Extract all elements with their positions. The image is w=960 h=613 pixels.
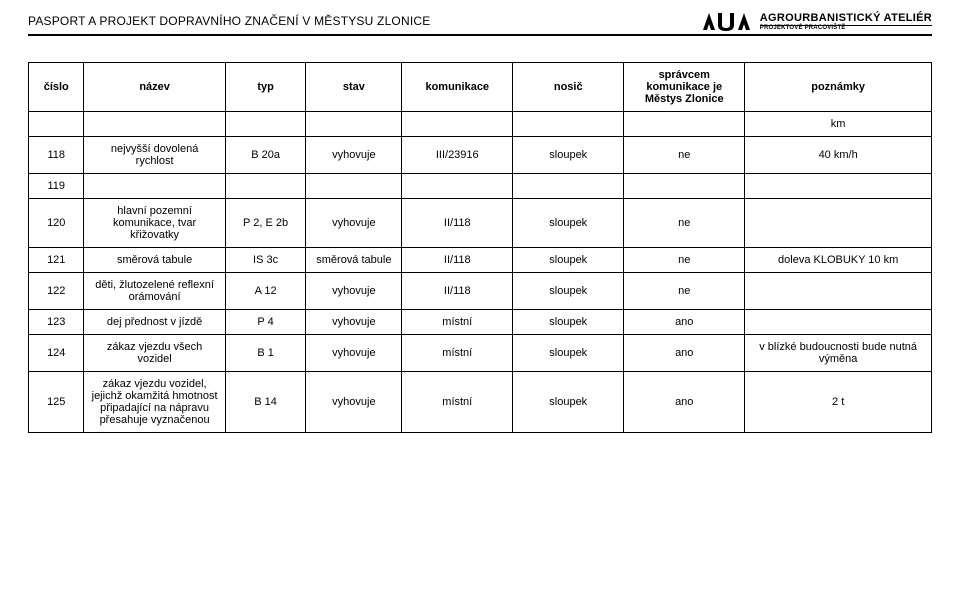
cell-pozn	[745, 174, 932, 199]
cell-cislo: 125	[29, 372, 84, 433]
col-poznamky: poznámky	[745, 63, 932, 112]
cell-cislo: 118	[29, 137, 84, 174]
cell-nosic: sloupek	[513, 310, 624, 335]
table-row: 118nejvyšší dovolená rychlostB 20avyhovu…	[29, 137, 932, 174]
cell-typ: B 14	[225, 372, 306, 433]
cell-nazev: hlavní pozemní komunikace, tvar křižovat…	[84, 199, 225, 248]
table-row: km	[29, 112, 932, 137]
col-cislo: číslo	[29, 63, 84, 112]
cell-komun: II/118	[402, 248, 513, 273]
cell-cislo: 122	[29, 273, 84, 310]
col-nazev: název	[84, 63, 225, 112]
cell-cislo: 121	[29, 248, 84, 273]
table-row: 122děti, žlutozelené reflexní orámováníA…	[29, 273, 932, 310]
cell-nosic: sloupek	[513, 372, 624, 433]
cell-stav	[306, 174, 402, 199]
cell-cislo: 123	[29, 310, 84, 335]
cell-pozn: 2 t	[745, 372, 932, 433]
cell-sprav: ano	[624, 372, 745, 433]
table-header-row: číslo název typ stav komunikace nosič sp…	[29, 63, 932, 112]
cell-sprav: ne	[624, 137, 745, 174]
brand-logo-icon	[700, 10, 754, 32]
cell-cislo	[29, 112, 84, 137]
brand-subtitle: PROJEKTOVÉ PRACOVIŠTĚ	[760, 25, 846, 31]
cell-nosic: sloupek	[513, 137, 624, 174]
cell-nosic	[513, 112, 624, 137]
cell-pozn	[745, 199, 932, 248]
cell-nazev: zákaz vjezdu všech vozidel	[84, 335, 225, 372]
cell-sprav: ano	[624, 335, 745, 372]
cell-pozn	[745, 310, 932, 335]
table-row: 119	[29, 174, 932, 199]
cell-nazev: směrová tabule	[84, 248, 225, 273]
cell-nosic: sloupek	[513, 248, 624, 273]
table-body: km118nejvyšší dovolená rychlostB 20avyho…	[29, 112, 932, 433]
brand-name: AGROURBANISTICKÝ ATELIÉR	[760, 12, 932, 26]
table-row: 123dej přednost v jízděP 4vyhovujemístní…	[29, 310, 932, 335]
cell-nosic: sloupek	[513, 199, 624, 248]
cell-sprav	[624, 174, 745, 199]
cell-pozn: km	[745, 112, 932, 137]
cell-nosic: sloupek	[513, 273, 624, 310]
cell-stav	[306, 112, 402, 137]
cell-stav: vyhovuje	[306, 372, 402, 433]
header-bar: PASPORT A PROJEKT DOPRAVNÍHO ZNAČENÍ V M…	[28, 10, 932, 36]
cell-sprav: ne	[624, 199, 745, 248]
cell-komun: II/118	[402, 273, 513, 310]
cell-stav: vyhovuje	[306, 273, 402, 310]
cell-stav: vyhovuje	[306, 310, 402, 335]
cell-cislo: 120	[29, 199, 84, 248]
cell-sprav: ano	[624, 310, 745, 335]
cell-komun	[402, 112, 513, 137]
cell-komun: místní	[402, 335, 513, 372]
cell-pozn: v blízké budoucnosti bude nutná výměna	[745, 335, 932, 372]
cell-cislo: 124	[29, 335, 84, 372]
cell-nazev: nejvyšší dovolená rychlost	[84, 137, 225, 174]
col-komunikace: komunikace	[402, 63, 513, 112]
cell-sprav	[624, 112, 745, 137]
cell-nazev: děti, žlutozelené reflexní orámování	[84, 273, 225, 310]
table-row: 120hlavní pozemní komunikace, tvar křižo…	[29, 199, 932, 248]
cell-stav: směrová tabule	[306, 248, 402, 273]
cell-pozn: 40 km/h	[745, 137, 932, 174]
document-title: PASPORT A PROJEKT DOPRAVNÍHO ZNAČENÍ V M…	[28, 14, 430, 32]
cell-nazev	[84, 174, 225, 199]
col-typ: typ	[225, 63, 306, 112]
table-row: 124zákaz vjezdu všech vozidelB 1vyhovuje…	[29, 335, 932, 372]
cell-pozn: doleva KLOBUKY 10 km	[745, 248, 932, 273]
cell-typ: IS 3c	[225, 248, 306, 273]
col-nosic: nosič	[513, 63, 624, 112]
cell-komun: II/118	[402, 199, 513, 248]
cell-typ: A 12	[225, 273, 306, 310]
cell-stav: vyhovuje	[306, 335, 402, 372]
cell-komun: místní	[402, 372, 513, 433]
col-stav: stav	[306, 63, 402, 112]
table-row: 125zákaz vjezdu vozidel, jejichž okamžit…	[29, 372, 932, 433]
cell-komun: III/23916	[402, 137, 513, 174]
cell-nazev	[84, 112, 225, 137]
cell-typ: B 20a	[225, 137, 306, 174]
cell-typ: B 1	[225, 335, 306, 372]
cell-stav: vyhovuje	[306, 137, 402, 174]
cell-komun	[402, 174, 513, 199]
col-spravce: správcem komunikace je Městys Zlonice	[624, 63, 745, 112]
cell-cislo: 119	[29, 174, 84, 199]
cell-typ: P 2, E 2b	[225, 199, 306, 248]
cell-sprav: ne	[624, 273, 745, 310]
table-row: 121směrová tabuleIS 3csměrová tabuleII/1…	[29, 248, 932, 273]
cell-typ	[225, 174, 306, 199]
cell-komun: místní	[402, 310, 513, 335]
cell-sprav: ne	[624, 248, 745, 273]
brand-block: AGROURBANISTICKÝ ATELIÉR PROJEKTOVÉ PRAC…	[700, 10, 932, 32]
cell-pozn	[745, 273, 932, 310]
cell-typ: P 4	[225, 310, 306, 335]
cell-stav: vyhovuje	[306, 199, 402, 248]
cell-nosic: sloupek	[513, 335, 624, 372]
cell-nazev: dej přednost v jízdě	[84, 310, 225, 335]
signage-table: číslo název typ stav komunikace nosič sp…	[28, 62, 932, 433]
cell-nazev: zákaz vjezdu vozidel, jejichž okamžitá h…	[84, 372, 225, 433]
cell-typ	[225, 112, 306, 137]
cell-nosic	[513, 174, 624, 199]
